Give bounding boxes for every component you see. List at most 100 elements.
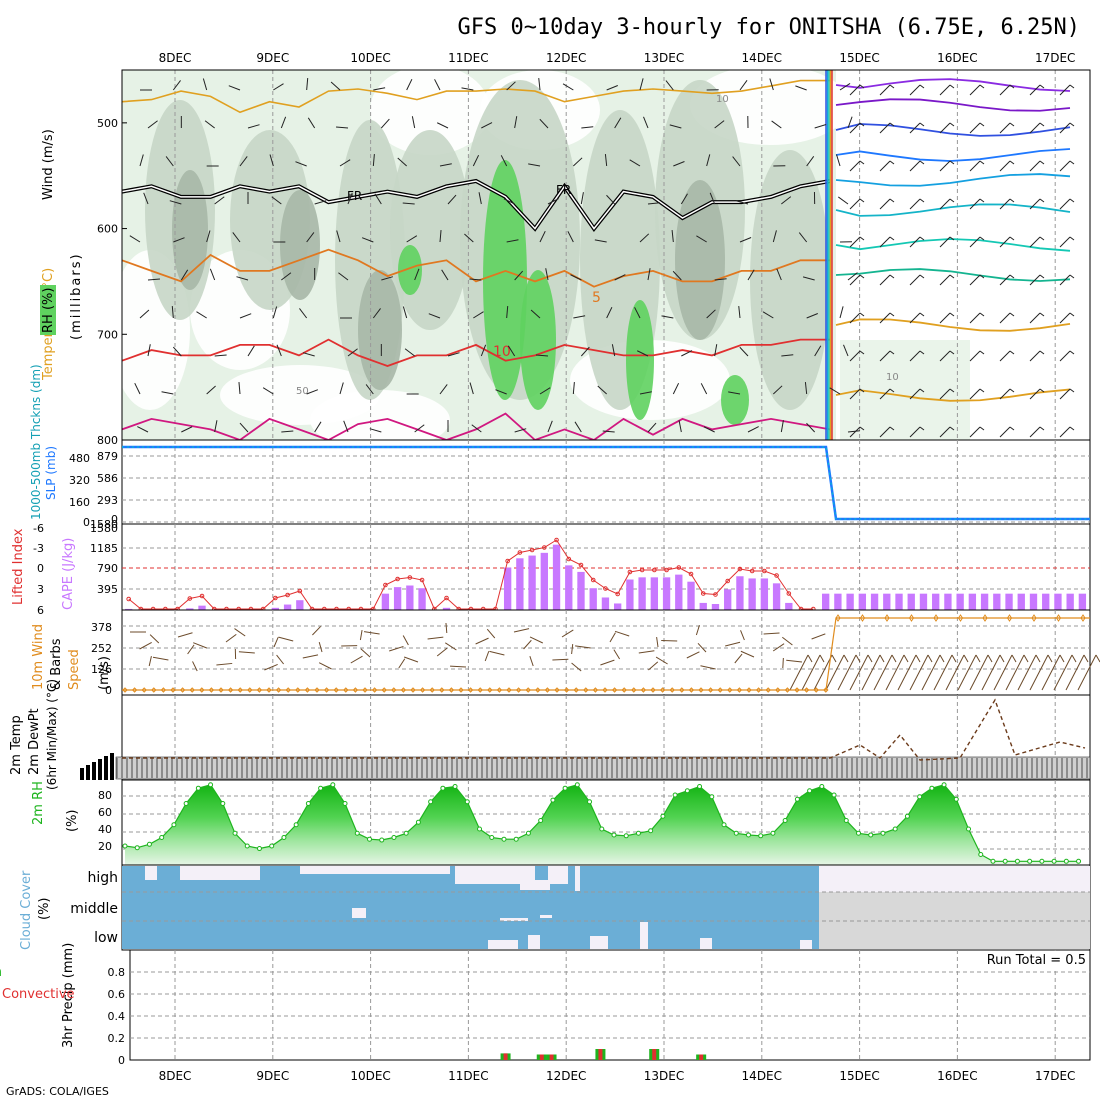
cloud-gap: [640, 922, 648, 949]
run-total-label: Run Total = 0.5: [987, 953, 1086, 968]
rh2m-point: [392, 836, 396, 840]
cloud-level-label: high: [87, 870, 118, 886]
li-tick: -6: [33, 522, 44, 535]
cape-bar: [846, 594, 853, 610]
rh2m-point: [368, 837, 372, 841]
rh2m-point: [147, 842, 151, 846]
label-dewpt2m: 2m DewPt: [27, 708, 42, 775]
rh2m-point: [698, 785, 702, 789]
precip-convective-bar: [598, 1049, 602, 1060]
x-date-label-top: 17DEC: [1035, 51, 1075, 65]
label-temp2m-units: (6hr Min/Max) (°C): [45, 679, 59, 790]
temp2m-legend-bar: [80, 768, 84, 780]
cape-tick: 395: [97, 583, 118, 596]
rh-shade-blob: [721, 375, 749, 425]
x-date-label-top: 9DEC: [256, 51, 289, 65]
y-tick-label-mb: 500: [97, 117, 118, 130]
rh2m-point: [808, 789, 812, 793]
rh2m-point: [270, 844, 274, 848]
li-label-group: Lifted Index: [11, 528, 26, 605]
x-date-label-top: 13DEC: [644, 51, 684, 65]
wind10-barb: [552, 659, 568, 660]
x-date-label-top: 16DEC: [937, 51, 977, 65]
rh2m-point: [282, 836, 286, 840]
rh2m-point: [1015, 859, 1019, 863]
rh2m-point: [160, 836, 164, 840]
cloud-level-label: low: [94, 930, 118, 946]
rh2m-point: [612, 833, 616, 837]
rh2m-point: [844, 819, 848, 823]
li-tick: 3: [37, 583, 44, 596]
rh2m-point: [331, 783, 335, 787]
cape-tick: 1580: [90, 522, 118, 535]
rh2m-point: [404, 831, 408, 835]
rh2m-point: [734, 831, 738, 835]
rh2m-units-group: (%): [65, 810, 80, 833]
rh2m-point: [979, 853, 983, 857]
rh2m-point: [832, 793, 836, 797]
cape-bar: [724, 589, 731, 610]
cape-bar: [883, 594, 890, 610]
rh2m-point: [294, 823, 298, 827]
wind10-label-group: 10m Wind: [31, 624, 46, 690]
precip-tick: 0.4: [108, 1010, 126, 1023]
contour-label-rh: 50: [296, 386, 309, 397]
x-date-label-top: 12DEC: [546, 51, 586, 65]
cape-bar: [834, 594, 841, 610]
rh2m-point: [588, 800, 592, 804]
rh2m-point: [380, 838, 384, 842]
rh2m-point: [795, 797, 799, 801]
label-total-rain: Total / Rain: [0, 965, 2, 980]
x-date-label-bottom: 9DEC: [256, 1069, 289, 1083]
cape-bar: [284, 605, 291, 610]
rh2m-tick: 60: [98, 806, 112, 819]
rh2m-point: [135, 846, 139, 850]
contour-label-rh: 10: [716, 94, 729, 105]
cloud-late-high: [819, 866, 1090, 892]
rh2m-point: [465, 800, 469, 804]
upper-air-axis-labels: Wind (m/s)Temperature (°C): [41, 129, 56, 381]
temp2m-legend-bar: [86, 765, 90, 780]
rh2m-point: [954, 797, 958, 801]
rh2m-point: [257, 847, 261, 851]
cape-bar: [418, 588, 425, 610]
li-tick: 6: [37, 604, 44, 617]
cape-bar: [516, 558, 523, 610]
slp-tick: 293: [97, 494, 118, 507]
cape-bar: [944, 594, 951, 610]
cloud-gap: [575, 866, 580, 891]
cape-bar: [651, 577, 658, 610]
cape-bar: [700, 603, 707, 610]
rh2m-point: [930, 786, 934, 790]
cape-bar: [687, 582, 694, 610]
cape-bar: [1042, 594, 1049, 610]
temp2m-legend-bar: [110, 753, 114, 780]
cape-bar: [406, 586, 413, 610]
rh2m-point: [918, 795, 922, 799]
li-tick: 0: [37, 562, 44, 575]
rh2m-tick: 40: [98, 823, 112, 836]
temp2m-legend-bar: [98, 759, 102, 780]
rh2m-point: [514, 837, 518, 841]
rh2m-label-group: 2m RH: [31, 781, 46, 825]
cape-bar: [382, 594, 389, 610]
wind10-barb: [1096, 655, 1100, 662]
cloud-gap: [528, 935, 540, 949]
mb-label-group: (millibars): [69, 252, 84, 340]
label-thickness: 1000-500mb Thckns (dm): [29, 364, 43, 520]
rh2m-point: [490, 836, 494, 840]
rh2m-point: [343, 802, 347, 806]
label-wind10: 10m Wind: [31, 624, 46, 690]
rh2m-point: [245, 844, 249, 848]
rh2m-point: [1077, 859, 1081, 863]
slp-label-group: SLP (mb): [44, 446, 58, 500]
cape-bar: [920, 594, 927, 610]
cloud-gap: [352, 908, 366, 918]
cloud-gap: [548, 866, 568, 884]
x-date-label-bottom: 17DEC: [1035, 1069, 1075, 1083]
thickness-tick: 320: [69, 474, 90, 487]
rh2m-point: [1003, 859, 1007, 863]
cape-tick: 790: [97, 562, 118, 575]
